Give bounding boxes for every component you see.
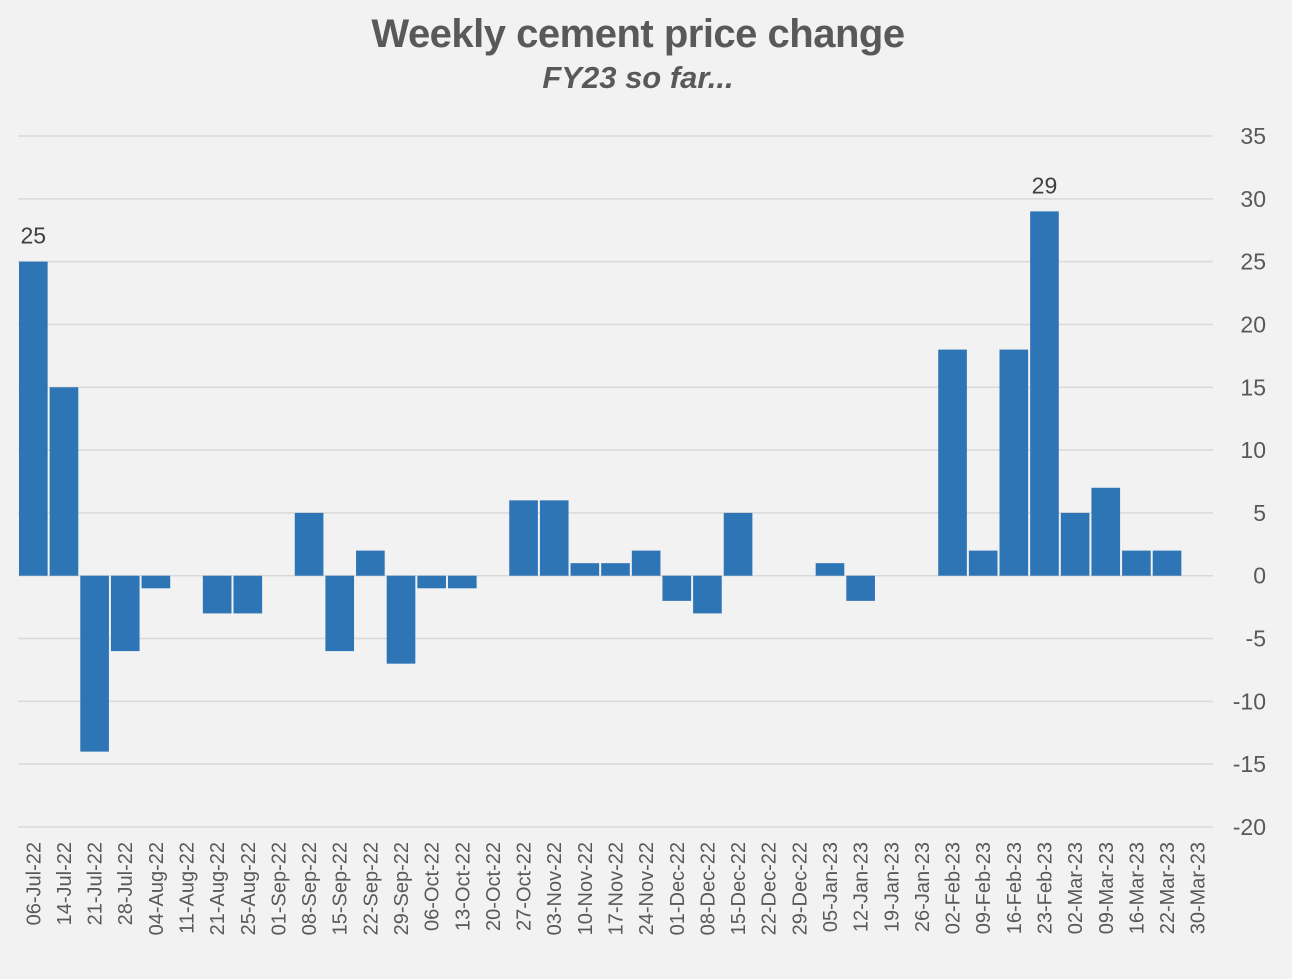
y-tick-label: 15 <box>1240 374 1266 400</box>
bar-15-Dec-22 <box>723 512 753 576</box>
y-tick-label: -20 <box>1233 814 1266 840</box>
bar-23-Feb-23 <box>1030 211 1059 576</box>
y-tick-label: 0 <box>1253 563 1266 589</box>
bar-15-Sep-22 <box>325 575 355 652</box>
x-tick-label: 05-Jan-23 <box>820 842 842 932</box>
x-tick-label: 04-Aug-22 <box>146 842 168 935</box>
bar-06-Jul-22 <box>19 261 48 576</box>
y-tick-label: 25 <box>1240 249 1266 275</box>
bar-03-Nov-22 <box>539 500 569 576</box>
x-tick-label: 28-Jul-22 <box>115 842 137 925</box>
x-tick-label: 11-Aug-22 <box>177 842 199 934</box>
x-tick-label: 01-Dec-22 <box>667 842 689 935</box>
x-tick-label: 21-Jul-22 <box>85 842 107 925</box>
x-tick-label: 22-Mar-23 <box>1157 842 1179 934</box>
bar-22-Sep-22 <box>356 550 385 576</box>
bar-13-Oct-22 <box>447 575 477 589</box>
x-tick-label: 01-Sep-22 <box>268 842 290 935</box>
x-tick-label: 03-Nov-22 <box>544 842 566 935</box>
bar-02-Mar-23 <box>1060 512 1090 576</box>
x-tick-label: 26-Jan-23 <box>912 842 934 932</box>
x-tick-label: 16-Feb-23 <box>1004 842 1026 934</box>
x-tick-label: 10-Nov-22 <box>575 842 597 935</box>
x-tick-label: 09-Feb-23 <box>973 842 995 934</box>
x-tick-label: 21-Aug-22 <box>207 842 229 935</box>
bar-29-Sep-22 <box>386 575 416 664</box>
x-tick-label: 22-Sep-22 <box>360 842 382 935</box>
bar-12-Jan-23 <box>846 575 875 601</box>
x-tick-label: 25-Aug-22 <box>238 842 260 935</box>
bar-21-Jul-22 <box>80 575 109 752</box>
bar-09-Mar-23 <box>1091 487 1121 576</box>
x-tick-label: 29-Dec-22 <box>789 842 811 935</box>
x-tick-label: 08-Dec-22 <box>697 842 719 935</box>
bar-05-Jan-23 <box>815 563 845 576</box>
bar-14-Jul-22 <box>49 387 79 576</box>
x-tick-label: 27-Oct-22 <box>514 842 536 931</box>
x-tick-label: 30-Mar-23 <box>1188 842 1210 934</box>
y-tick-label: 20 <box>1240 311 1266 337</box>
bar-02-Feb-23 <box>938 349 967 576</box>
x-tick-label: 17-Nov-22 <box>606 842 628 935</box>
x-tick-label: 09-Mar-23 <box>1096 842 1118 934</box>
y-tick-label: 30 <box>1240 186 1266 212</box>
x-tick-label: 15-Sep-22 <box>330 842 352 935</box>
x-tick-label: 22-Dec-22 <box>759 842 781 935</box>
x-tick-label: 14-Jul-22 <box>54 842 76 925</box>
bar-28-Jul-22 <box>110 575 140 652</box>
bar-06-Oct-22 <box>417 575 446 589</box>
x-tick-label: 20-Oct-22 <box>483 842 505 931</box>
bar-16-Mar-23 <box>1122 550 1151 576</box>
x-tick-label: 12-Jan-23 <box>851 842 873 932</box>
data-label: 25 <box>21 223 47 249</box>
y-tick-label: 10 <box>1240 437 1266 463</box>
chart-title: Weekly cement price change <box>371 12 905 56</box>
bar-04-Aug-22 <box>141 575 171 589</box>
bar-09-Feb-23 <box>968 550 998 576</box>
x-tick-label: 02-Mar-23 <box>1065 842 1087 934</box>
y-tick-label: -15 <box>1233 751 1266 777</box>
y-tick-label: -5 <box>1246 626 1266 652</box>
bar-16-Feb-23 <box>999 349 1029 576</box>
x-tick-label: 15-Dec-22 <box>728 842 750 935</box>
bar-21-Aug-22 <box>202 575 232 614</box>
x-tick-label: 06-Oct-22 <box>422 842 444 931</box>
x-tick-label: 08-Sep-22 <box>299 842 321 935</box>
x-tick-label: 24-Nov-22 <box>636 842 658 935</box>
x-tick-label: 13-Oct-22 <box>452 842 474 931</box>
bar-27-Oct-22 <box>509 500 538 576</box>
y-tick-label: 35 <box>1240 123 1266 149</box>
y-tick-label: -10 <box>1233 688 1266 714</box>
bar-08-Dec-22 <box>693 575 722 614</box>
bar-22-Mar-23 <box>1152 550 1182 576</box>
y-tick-label: 5 <box>1253 500 1266 526</box>
x-tick-label: 06-Jul-22 <box>23 842 45 925</box>
bar-24-Nov-22 <box>631 550 661 576</box>
bar-01-Dec-22 <box>662 575 692 601</box>
x-tick-label: 29-Sep-22 <box>391 842 413 935</box>
x-tick-label: 19-Jan-23 <box>881 842 903 932</box>
data-label: 29 <box>1032 172 1058 198</box>
x-tick-label: 02-Feb-23 <box>943 842 965 934</box>
bar-08-Sep-22 <box>294 512 324 576</box>
chart-subtitle: FY23 so far... <box>542 60 734 95</box>
x-tick-label: 16-Mar-23 <box>1126 842 1148 934</box>
bar-25-Aug-22 <box>233 575 263 614</box>
bar-10-Nov-22 <box>570 563 600 576</box>
bar-17-Nov-22 <box>601 563 630 576</box>
x-tick-label: 23-Feb-23 <box>1034 842 1056 934</box>
